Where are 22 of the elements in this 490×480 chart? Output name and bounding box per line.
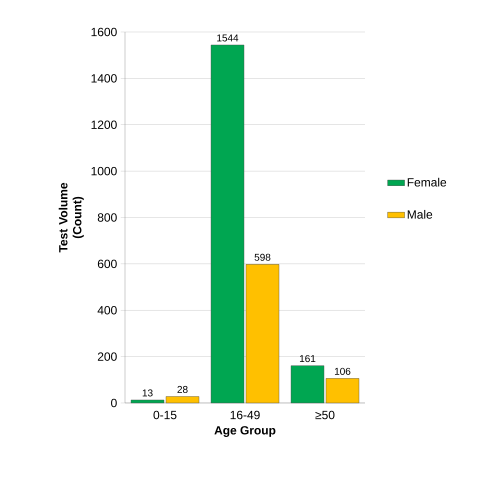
data-label: 1544 [217, 34, 238, 42]
x-axis-title: Age Group [214, 426, 276, 437]
data-label: 28 [177, 386, 188, 393]
legend-label: Male [408, 210, 432, 219]
y-tick-label: 600 [98, 260, 117, 268]
y-tick-label: 200 [98, 352, 117, 361]
x-tick-label: 0-15 [154, 410, 176, 420]
legend-label: Female [408, 178, 446, 187]
data-label: 161 [300, 355, 316, 362]
y-tick-label: 1000 [92, 166, 117, 176]
data-label: 13 [142, 389, 153, 396]
y-tick-label: 800 [98, 213, 117, 222]
x-tick-label: 16-49 [230, 410, 260, 420]
y-tick-label: 1400 [92, 74, 117, 83]
y-tick-label: 1600 [92, 28, 117, 36]
y-axis-title: Test Volume (Count) [58, 182, 84, 252]
x-tick-label: ≥50 [315, 410, 334, 420]
y-tick-label: 400 [98, 306, 117, 314]
y-tick-label: 0 [111, 398, 117, 408]
data-label: 598 [254, 254, 270, 261]
y-tick-label: 1200 [92, 120, 117, 129]
data-label: 106 [334, 368, 350, 375]
